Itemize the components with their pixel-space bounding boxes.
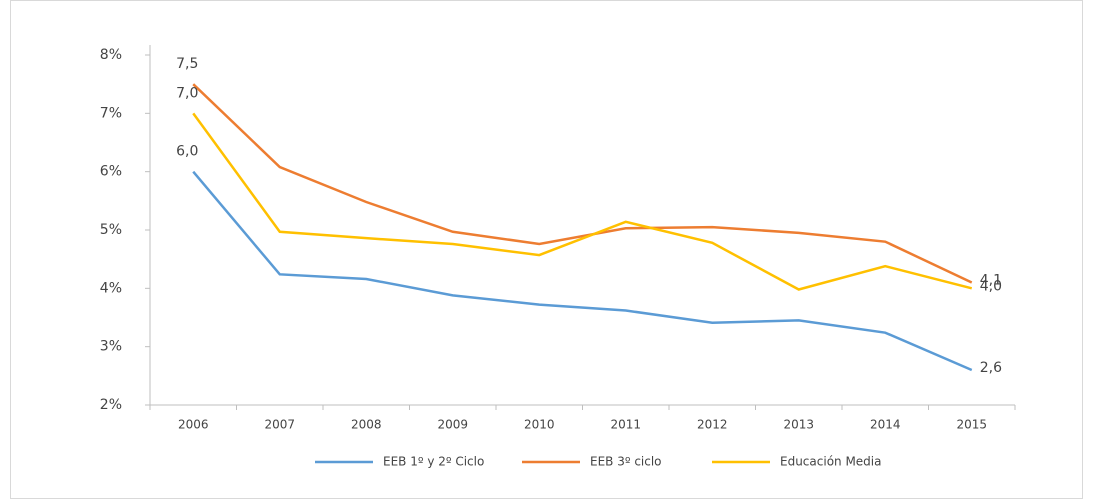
x-tick-label: 2011 [610, 418, 641, 432]
y-tick-label: 3% [100, 339, 122, 355]
x-tick-label: 2009 [437, 418, 468, 432]
x-tick-label: 2013 [783, 418, 814, 432]
y-tick-label: 6% [100, 164, 122, 180]
x-tick-label: 2012 [697, 418, 728, 432]
legend-label: EEB 3º ciclo [590, 455, 662, 469]
x-tick-label: 2007 [264, 418, 295, 432]
series-line [192, 83, 973, 284]
data-label: 7,0 [176, 85, 198, 101]
y-tick-label: 8% [100, 47, 122, 63]
series-line [192, 170, 973, 372]
data-label: 4,0 [980, 278, 1002, 294]
x-tick-label: 2006 [178, 418, 209, 432]
x-tick-label: 2015 [956, 418, 987, 432]
legend-label: Educación Media [780, 455, 882, 469]
x-tick-label: 2008 [351, 418, 382, 432]
data-label: 2,6 [980, 360, 1002, 376]
y-tick-label: 7% [100, 105, 122, 121]
y-tick-label: 2% [100, 397, 122, 413]
y-tick-label: 4% [100, 280, 122, 296]
data-label: 6,0 [176, 144, 198, 160]
x-tick-label: 2010 [524, 418, 555, 432]
data-label: 4,1 [980, 273, 1002, 289]
series-line [192, 112, 973, 291]
y-tick-label: 5% [100, 222, 122, 238]
x-tick-label: 2014 [870, 418, 901, 432]
data-label: 7,5 [176, 56, 198, 72]
legend-label: EEB 1º y 2º Ciclo [383, 455, 484, 469]
